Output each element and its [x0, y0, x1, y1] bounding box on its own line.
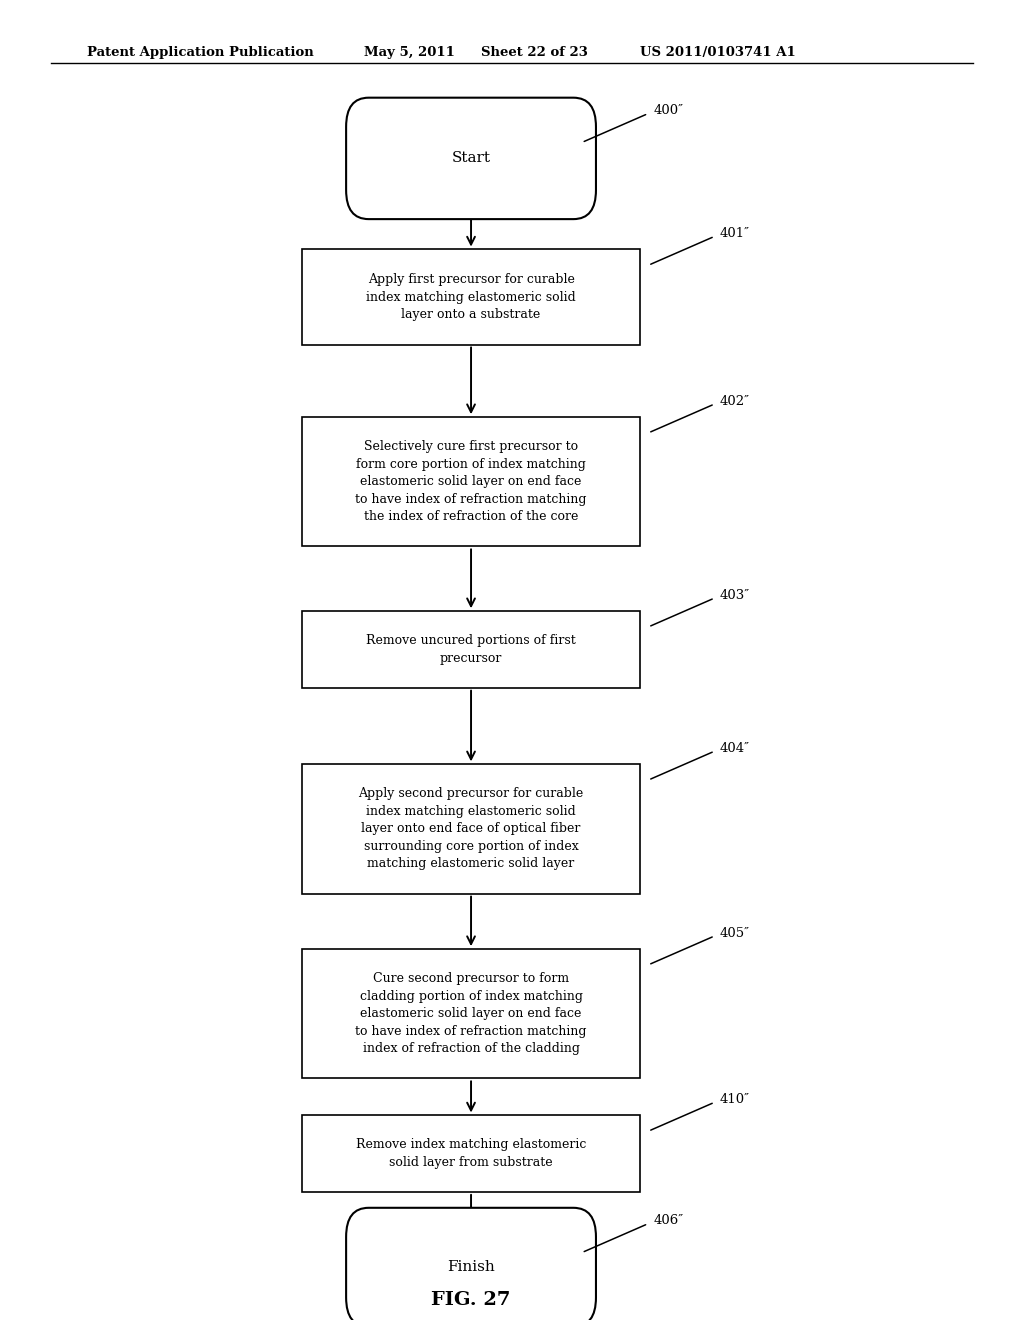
- FancyBboxPatch shape: [302, 949, 640, 1078]
- Text: Cure second precursor to form
cladding portion of index matching
elastomeric sol: Cure second precursor to form cladding p…: [355, 973, 587, 1055]
- Text: 402″: 402″: [720, 395, 750, 408]
- Text: FIG. 27: FIG. 27: [431, 1291, 511, 1309]
- FancyBboxPatch shape: [346, 1208, 596, 1320]
- Text: Selectively cure first precursor to
form core portion of index matching
elastome: Selectively cure first precursor to form…: [355, 441, 587, 523]
- Text: Apply first precursor for curable
index matching elastomeric solid
layer onto a : Apply first precursor for curable index …: [367, 273, 575, 321]
- Text: 400″: 400″: [653, 104, 683, 117]
- Text: 410″: 410″: [720, 1093, 750, 1106]
- Text: Finish: Finish: [447, 1261, 495, 1274]
- Text: 404″: 404″: [720, 742, 750, 755]
- Text: May 5, 2011: May 5, 2011: [364, 46, 455, 59]
- Text: Remove index matching elastomeric
solid layer from substrate: Remove index matching elastomeric solid …: [356, 1138, 586, 1170]
- Text: US 2011/0103741 A1: US 2011/0103741 A1: [640, 46, 796, 59]
- FancyBboxPatch shape: [302, 1115, 640, 1192]
- Text: 405″: 405″: [720, 927, 750, 940]
- Text: Patent Application Publication: Patent Application Publication: [87, 46, 313, 59]
- Text: 406″: 406″: [653, 1214, 684, 1228]
- Text: 401″: 401″: [720, 227, 750, 240]
- Text: 403″: 403″: [720, 589, 751, 602]
- Text: Sheet 22 of 23: Sheet 22 of 23: [481, 46, 588, 59]
- FancyBboxPatch shape: [302, 611, 640, 688]
- FancyBboxPatch shape: [346, 98, 596, 219]
- Text: Start: Start: [452, 152, 490, 165]
- Text: Apply second precursor for curable
index matching elastomeric solid
layer onto e: Apply second precursor for curable index…: [358, 788, 584, 870]
- FancyBboxPatch shape: [302, 417, 640, 546]
- FancyBboxPatch shape: [302, 764, 640, 894]
- FancyBboxPatch shape: [302, 249, 640, 345]
- Text: Remove uncured portions of first
precursor: Remove uncured portions of first precurs…: [367, 634, 575, 665]
